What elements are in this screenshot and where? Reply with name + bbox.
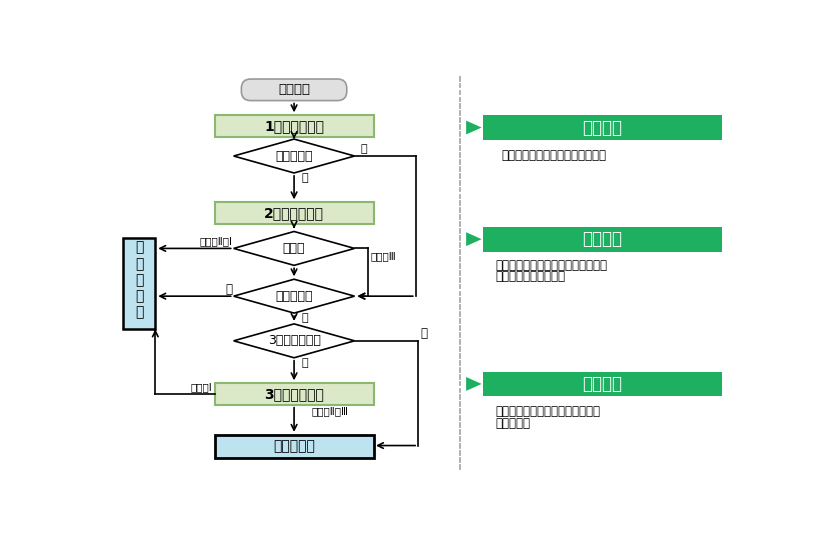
Text: 三次診断: 三次診断 xyxy=(583,375,623,393)
Text: 二次診断: 二次診断 xyxy=(583,230,623,248)
Text: 2次診断の実施: 2次診断の実施 xyxy=(264,206,324,220)
Text: による判定: による判定 xyxy=(496,418,531,431)
Text: 補修・改修: 補修・改修 xyxy=(273,439,315,453)
Text: 判定：Ⅱ・Ⅲ: 判定：Ⅱ・Ⅲ xyxy=(311,406,348,416)
Text: 判定：Ⅱ、Ⅰ: 判定：Ⅱ、Ⅰ xyxy=(199,236,232,246)
Text: 判定：Ⅰ: 判定：Ⅰ xyxy=(191,382,213,392)
Text: 否: 否 xyxy=(421,327,427,340)
Text: ・: ・ xyxy=(135,273,143,287)
Bar xyxy=(483,227,722,251)
Polygon shape xyxy=(234,139,355,173)
Text: 全: 全 xyxy=(135,305,143,319)
Polygon shape xyxy=(234,324,355,358)
Text: 物性・接着強度等による試験結果: 物性・接着強度等による試験結果 xyxy=(496,405,601,418)
Text: 補修の要否: 補修の要否 xyxy=(275,289,313,302)
Text: 屋根直下の室内側漏水の痕跡確認: 屋根直下の室内側漏水の痕跡確認 xyxy=(501,149,606,162)
Polygon shape xyxy=(234,279,355,313)
Polygon shape xyxy=(234,231,355,266)
Text: 3次診断の実施: 3次診断の実施 xyxy=(264,387,324,401)
Text: 無: 無 xyxy=(302,173,308,184)
Polygon shape xyxy=(466,121,482,135)
Text: 保: 保 xyxy=(135,289,143,303)
Bar xyxy=(483,115,722,140)
Bar xyxy=(123,238,156,329)
Text: 判定：Ⅲ: 判定：Ⅲ xyxy=(370,251,396,261)
Text: 漏水の有無: 漏水の有無 xyxy=(275,149,313,162)
Bar xyxy=(215,435,374,458)
FancyBboxPatch shape xyxy=(241,79,346,100)
Text: 有: 有 xyxy=(361,144,368,154)
Text: 3次診断の要否: 3次診断の要否 xyxy=(267,334,320,348)
Text: 要: 要 xyxy=(302,313,308,324)
Text: スタート: スタート xyxy=(278,83,310,96)
Text: 要: 要 xyxy=(302,358,308,368)
Text: 屋上面防水層の目視・指触等による: 屋上面防水層の目視・指触等による xyxy=(496,259,607,272)
Text: 調査項目の観察・判定: 調査項目の観察・判定 xyxy=(496,270,566,283)
Text: 否: 否 xyxy=(225,283,232,296)
Text: 劣化度: 劣化度 xyxy=(283,242,306,255)
Bar xyxy=(215,115,374,137)
Bar xyxy=(483,371,722,396)
Polygon shape xyxy=(466,377,482,391)
Text: 一次診断: 一次診断 xyxy=(583,118,623,136)
Polygon shape xyxy=(466,232,482,246)
Bar xyxy=(215,202,374,224)
Bar xyxy=(215,383,374,405)
Text: 1次診断の実施: 1次診断の実施 xyxy=(264,119,324,133)
Text: 維: 維 xyxy=(135,241,143,255)
Text: 持: 持 xyxy=(135,257,143,271)
